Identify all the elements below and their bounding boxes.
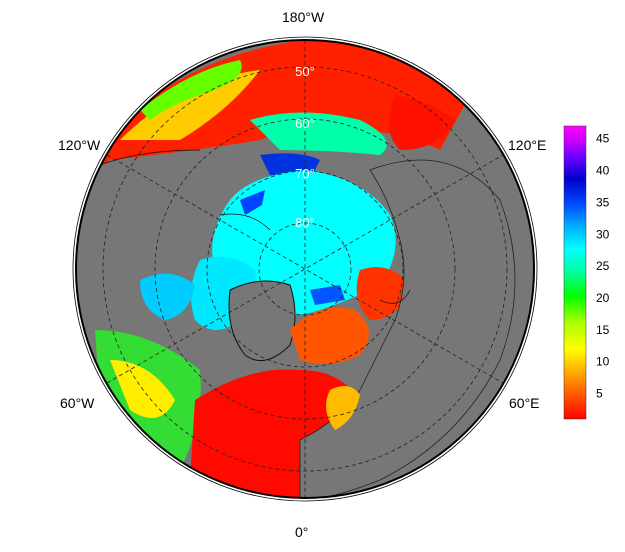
lon-label-60w: 60°W xyxy=(60,395,95,411)
colorbar-ticks: 45 40 35 30 25 20 15 10 5 xyxy=(596,132,610,401)
colorbar-tick-label: 10 xyxy=(596,355,610,369)
colorbar-tick-label: 30 xyxy=(596,227,610,241)
colorbar-tick-label: 45 xyxy=(596,132,610,146)
hudson-bay xyxy=(140,273,195,320)
map-border-outer xyxy=(72,36,538,502)
coastlines xyxy=(99,149,411,304)
lat-label-70: 70° xyxy=(295,166,315,181)
fram-strait-blue xyxy=(310,285,345,305)
greenland xyxy=(228,280,296,362)
colorbar xyxy=(563,125,587,420)
baltic-yellow xyxy=(326,386,360,430)
beaufort-blue xyxy=(240,190,265,215)
colorbar-tick-label: 15 xyxy=(596,323,610,337)
data-field xyxy=(80,40,516,498)
colorbar-tick-label: 35 xyxy=(596,195,610,209)
lon-label-180w: 180°W xyxy=(282,9,325,25)
lon-label-0: 0° xyxy=(295,524,309,540)
colorbar-tick-label: 40 xyxy=(596,164,610,178)
lat-label-50: 50° xyxy=(295,64,315,79)
colorbar-tick-label: 25 xyxy=(596,259,610,273)
bering-green-band xyxy=(140,60,242,120)
lon-label-120w: 120°W xyxy=(58,137,101,153)
greenland-sea xyxy=(290,307,369,364)
north-pacific-region xyxy=(80,40,470,180)
colorbar-tick-label: 20 xyxy=(596,291,610,305)
map-border xyxy=(75,39,535,499)
colorbar-tick-label: 5 xyxy=(596,387,603,401)
meridian-120w-60e xyxy=(106,154,504,384)
okhotsk-red xyxy=(388,95,455,150)
lat-circle-60 xyxy=(154,118,456,420)
lat-label-60: 60° xyxy=(295,116,315,131)
eurasia-land xyxy=(299,159,516,498)
meridian-60w-120e xyxy=(106,154,504,384)
lat-circle-70 xyxy=(206,170,404,368)
lon-label-120e: 120°E xyxy=(508,137,547,153)
bering-yellow-band xyxy=(120,70,260,140)
lon-label-60e: 60°E xyxy=(509,395,540,411)
bering-sea-teal xyxy=(250,112,387,155)
graticule xyxy=(102,40,508,498)
lat-label-80: 80° xyxy=(295,215,315,230)
